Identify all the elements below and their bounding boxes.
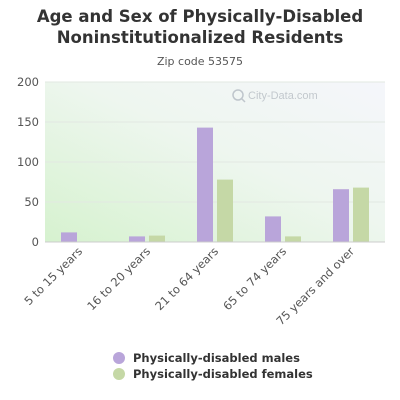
y-tick-label: 150 xyxy=(17,115,39,129)
legend-label-females: Physically-disabled females xyxy=(133,367,313,381)
x-tick-label: 16 to 20 years xyxy=(84,244,153,313)
bar-males-0 xyxy=(61,232,77,242)
legend-item-females: Physically-disabled females xyxy=(113,366,313,382)
watermark-text: City-Data.com xyxy=(248,90,318,102)
chart-subtitle: Zip code 53575 xyxy=(156,55,244,68)
watermark: City-Data.com xyxy=(232,89,318,103)
legend-swatch-females xyxy=(113,368,125,380)
bar-males-4 xyxy=(333,189,349,242)
bar-females-2 xyxy=(217,179,233,242)
chart-title: Age and Sex of Physically-Disabled Nonin… xyxy=(0,6,400,48)
x-tick-label: 5 to 15 years xyxy=(21,244,85,308)
y-tick-label: 100 xyxy=(17,155,39,169)
bar-males-2 xyxy=(197,127,213,242)
chart-title-line-2: Noninstitutionalized Residents xyxy=(56,28,344,47)
y-tick-label: 50 xyxy=(24,195,39,209)
x-tick-label: 21 to 64 years xyxy=(152,244,221,313)
watermark-magnifier-icon xyxy=(232,89,244,101)
bar-females-4 xyxy=(353,187,369,242)
legend-label-males: Physically-disabled males xyxy=(133,351,300,365)
x-tick-label: 65 to 74 years xyxy=(220,244,289,313)
bar-females-3 xyxy=(285,236,301,242)
bar-males-1 xyxy=(129,236,145,242)
legend-swatch-males xyxy=(113,352,125,364)
bar-females-1 xyxy=(149,235,165,242)
chart-title-line-1: Age and Sex of Physically-Disabled xyxy=(36,7,364,26)
legend: Physically-disabled males Physically-dis… xyxy=(113,350,313,382)
bar-males-3 xyxy=(265,216,281,242)
y-tick-label: 0 xyxy=(32,235,39,249)
y-tick-label: 200 xyxy=(17,75,39,89)
legend-item-males: Physically-disabled males xyxy=(113,350,313,366)
